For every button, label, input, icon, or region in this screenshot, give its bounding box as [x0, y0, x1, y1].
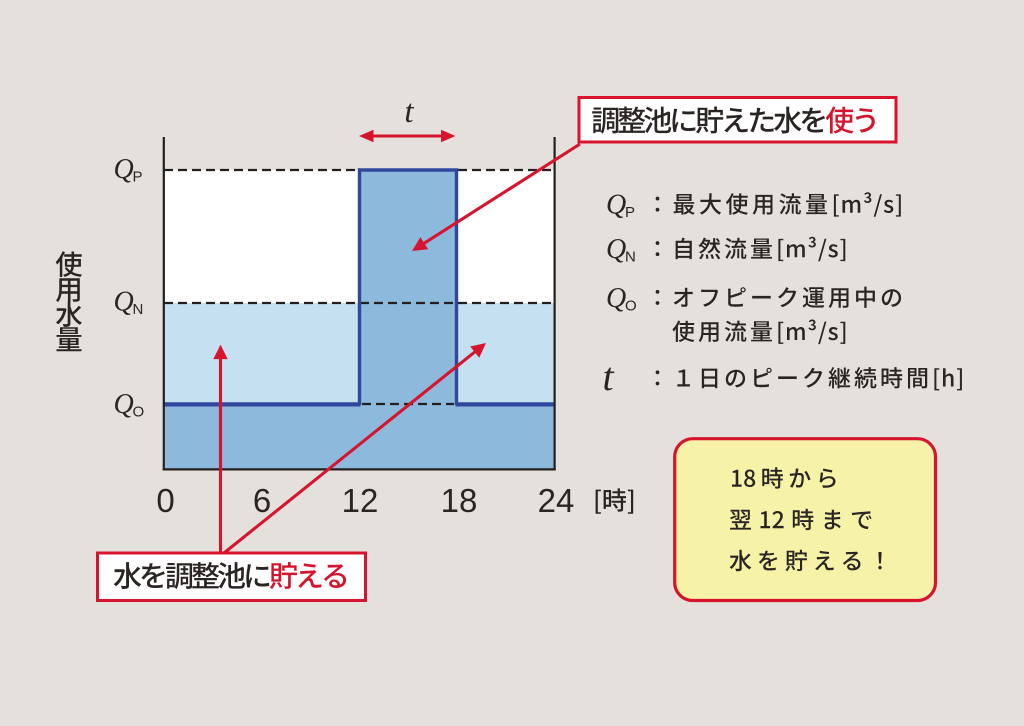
svg-text:t: t [603, 354, 615, 399]
svg-text:24: 24 [538, 482, 575, 519]
svg-text:Q: Q [606, 283, 626, 314]
svg-text:18: 18 [441, 482, 478, 519]
svg-text:6: 6 [253, 482, 271, 519]
svg-text:Q: Q [114, 154, 134, 185]
svg-text:P: P [133, 169, 143, 186]
svg-text:Q: Q [114, 389, 134, 420]
svg-text:t: t [404, 94, 414, 130]
svg-text:0: 0 [156, 482, 174, 519]
svg-text:Q: Q [606, 234, 626, 265]
svg-text:P: P [625, 204, 635, 221]
svg-text:O: O [625, 298, 637, 315]
svg-text:O: O [133, 404, 145, 421]
svg-text:Q: Q [114, 287, 134, 318]
svg-text:12: 12 [342, 482, 379, 519]
svg-text:N: N [625, 249, 636, 266]
svg-text:Q: Q [606, 190, 626, 221]
svg-text:N: N [133, 301, 144, 318]
